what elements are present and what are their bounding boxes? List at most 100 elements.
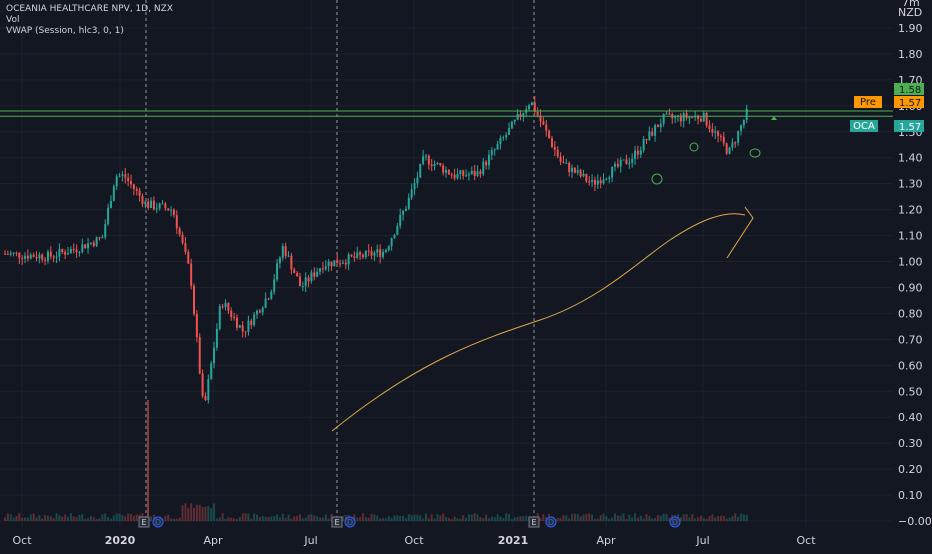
- volume-bar: [284, 517, 287, 521]
- volume-bar: [341, 516, 344, 521]
- legend-volume[interactable]: Vol: [6, 15, 20, 25]
- volume-bar: [12, 517, 15, 521]
- volume-bar: [67, 516, 70, 521]
- volume-bar: [611, 517, 614, 521]
- volume-bar: [407, 514, 410, 521]
- candle-body: [201, 373, 204, 397]
- drawing-circle-1[interactable]: [651, 173, 663, 185]
- drawing-arrow-head[interactable]: [726, 206, 754, 259]
- drawing-circle-2[interactable]: [689, 142, 699, 152]
- candle-body: [344, 262, 347, 265]
- volume-bar: [525, 515, 528, 521]
- volume-bar: [473, 513, 476, 521]
- candle-body: [118, 175, 121, 177]
- chart-legend[interactable]: OCEANIA HEALTHCARE NPV, 1D, NZX Vol VWAP…: [6, 4, 173, 37]
- last-price-marker: [771, 116, 777, 120]
- candle-body: [699, 118, 702, 122]
- volume-bar: [296, 516, 299, 521]
- legend-vwap[interactable]: VWAP (Session, hlc3, 0, 1): [6, 26, 124, 36]
- volume-bar: [187, 507, 190, 521]
- candle-body: [467, 174, 470, 176]
- volume-bar: [109, 518, 112, 521]
- dividend-marker[interactable]: D: [152, 516, 164, 528]
- candle-body: [287, 255, 290, 257]
- dividend-marker[interactable]: D: [344, 516, 356, 528]
- volume-bar: [608, 518, 611, 521]
- dividend-marker[interactable]: D: [545, 516, 557, 528]
- candle-body: [450, 174, 453, 176]
- volume-bar: [64, 514, 67, 521]
- candle-body: [121, 174, 124, 176]
- volume-bar: [719, 515, 722, 521]
- y-tick-label: −0.00: [898, 515, 932, 528]
- candle-body: [542, 121, 545, 125]
- volume-bar: [576, 514, 579, 521]
- volume-bar: [404, 518, 407, 521]
- candle-body: [679, 115, 682, 122]
- candle-body: [184, 243, 187, 253]
- earnings-marker[interactable]: E: [138, 516, 150, 528]
- candle-body: [9, 253, 12, 255]
- candle-body: [233, 317, 236, 319]
- volume-bars: [4, 400, 748, 521]
- y-tick-label: 1.30: [898, 178, 923, 191]
- volume-bar: [72, 516, 75, 521]
- volume-bar: [688, 517, 691, 521]
- candle-body: [702, 112, 705, 122]
- candle-body: [284, 246, 287, 256]
- candle-body: [150, 200, 153, 208]
- volume-bar: [87, 518, 90, 521]
- candle-body: [459, 170, 462, 175]
- volume-bar: [573, 513, 576, 521]
- volume-bar: [379, 518, 382, 521]
- candle-body: [482, 161, 485, 175]
- candle-body: [18, 252, 21, 258]
- candle-body: [319, 268, 322, 272]
- candle-body: [204, 396, 207, 401]
- volume-bar: [393, 515, 396, 521]
- volume-bar: [307, 514, 310, 521]
- volume-bar: [384, 518, 387, 521]
- dividend-marker[interactable]: D: [669, 516, 681, 528]
- volume-bar: [522, 516, 525, 521]
- candle-body: [67, 253, 70, 255]
- volume-bar: [235, 518, 238, 521]
- drawing-long-arc[interactable]: [331, 213, 746, 432]
- candle-body: [361, 254, 364, 258]
- volume-bar: [92, 517, 95, 521]
- volume-bar: [467, 514, 470, 521]
- volume-bar: [81, 514, 84, 521]
- candle-body: [135, 189, 138, 191]
- earnings-marker[interactable]: E: [331, 516, 343, 528]
- drawing-circle-3[interactable]: [749, 148, 761, 158]
- candle-body: [427, 155, 430, 165]
- volume-bar: [24, 517, 27, 521]
- time-axis[interactable]: Oct 2020 Apr Jul Oct 2021 Apr Jul Oct: [12, 534, 816, 547]
- volume-bar: [356, 517, 359, 521]
- candle-body: [585, 173, 588, 182]
- candle-body: [69, 249, 72, 254]
- volume-bar: [419, 515, 422, 521]
- candle-body: [195, 313, 198, 338]
- candle-body: [556, 149, 559, 157]
- candle-body: [167, 208, 170, 211]
- x-tick-label: Apr: [203, 534, 223, 547]
- earnings-marker[interactable]: E: [528, 516, 540, 528]
- volume-bar: [276, 514, 279, 521]
- candle-body: [298, 276, 301, 287]
- horizontal-lines[interactable]: [0, 110, 893, 117]
- trend-drawings[interactable]: [331, 142, 761, 432]
- candle-body: [339, 263, 342, 265]
- volume-bar: [359, 516, 362, 521]
- candle-body: [238, 325, 241, 328]
- legend-symbol[interactable]: OCEANIA HEALTHCARE NPV, 1D, NZX: [6, 4, 173, 14]
- candle-body: [281, 246, 284, 258]
- candle-body: [267, 298, 270, 300]
- candle-body: [92, 242, 95, 246]
- volume-bar: [613, 513, 616, 521]
- price-axis[interactable]: 1.901.801.701.601.501.401.301.201.101.00…: [898, 0, 932, 528]
- volume-bar: [462, 515, 465, 521]
